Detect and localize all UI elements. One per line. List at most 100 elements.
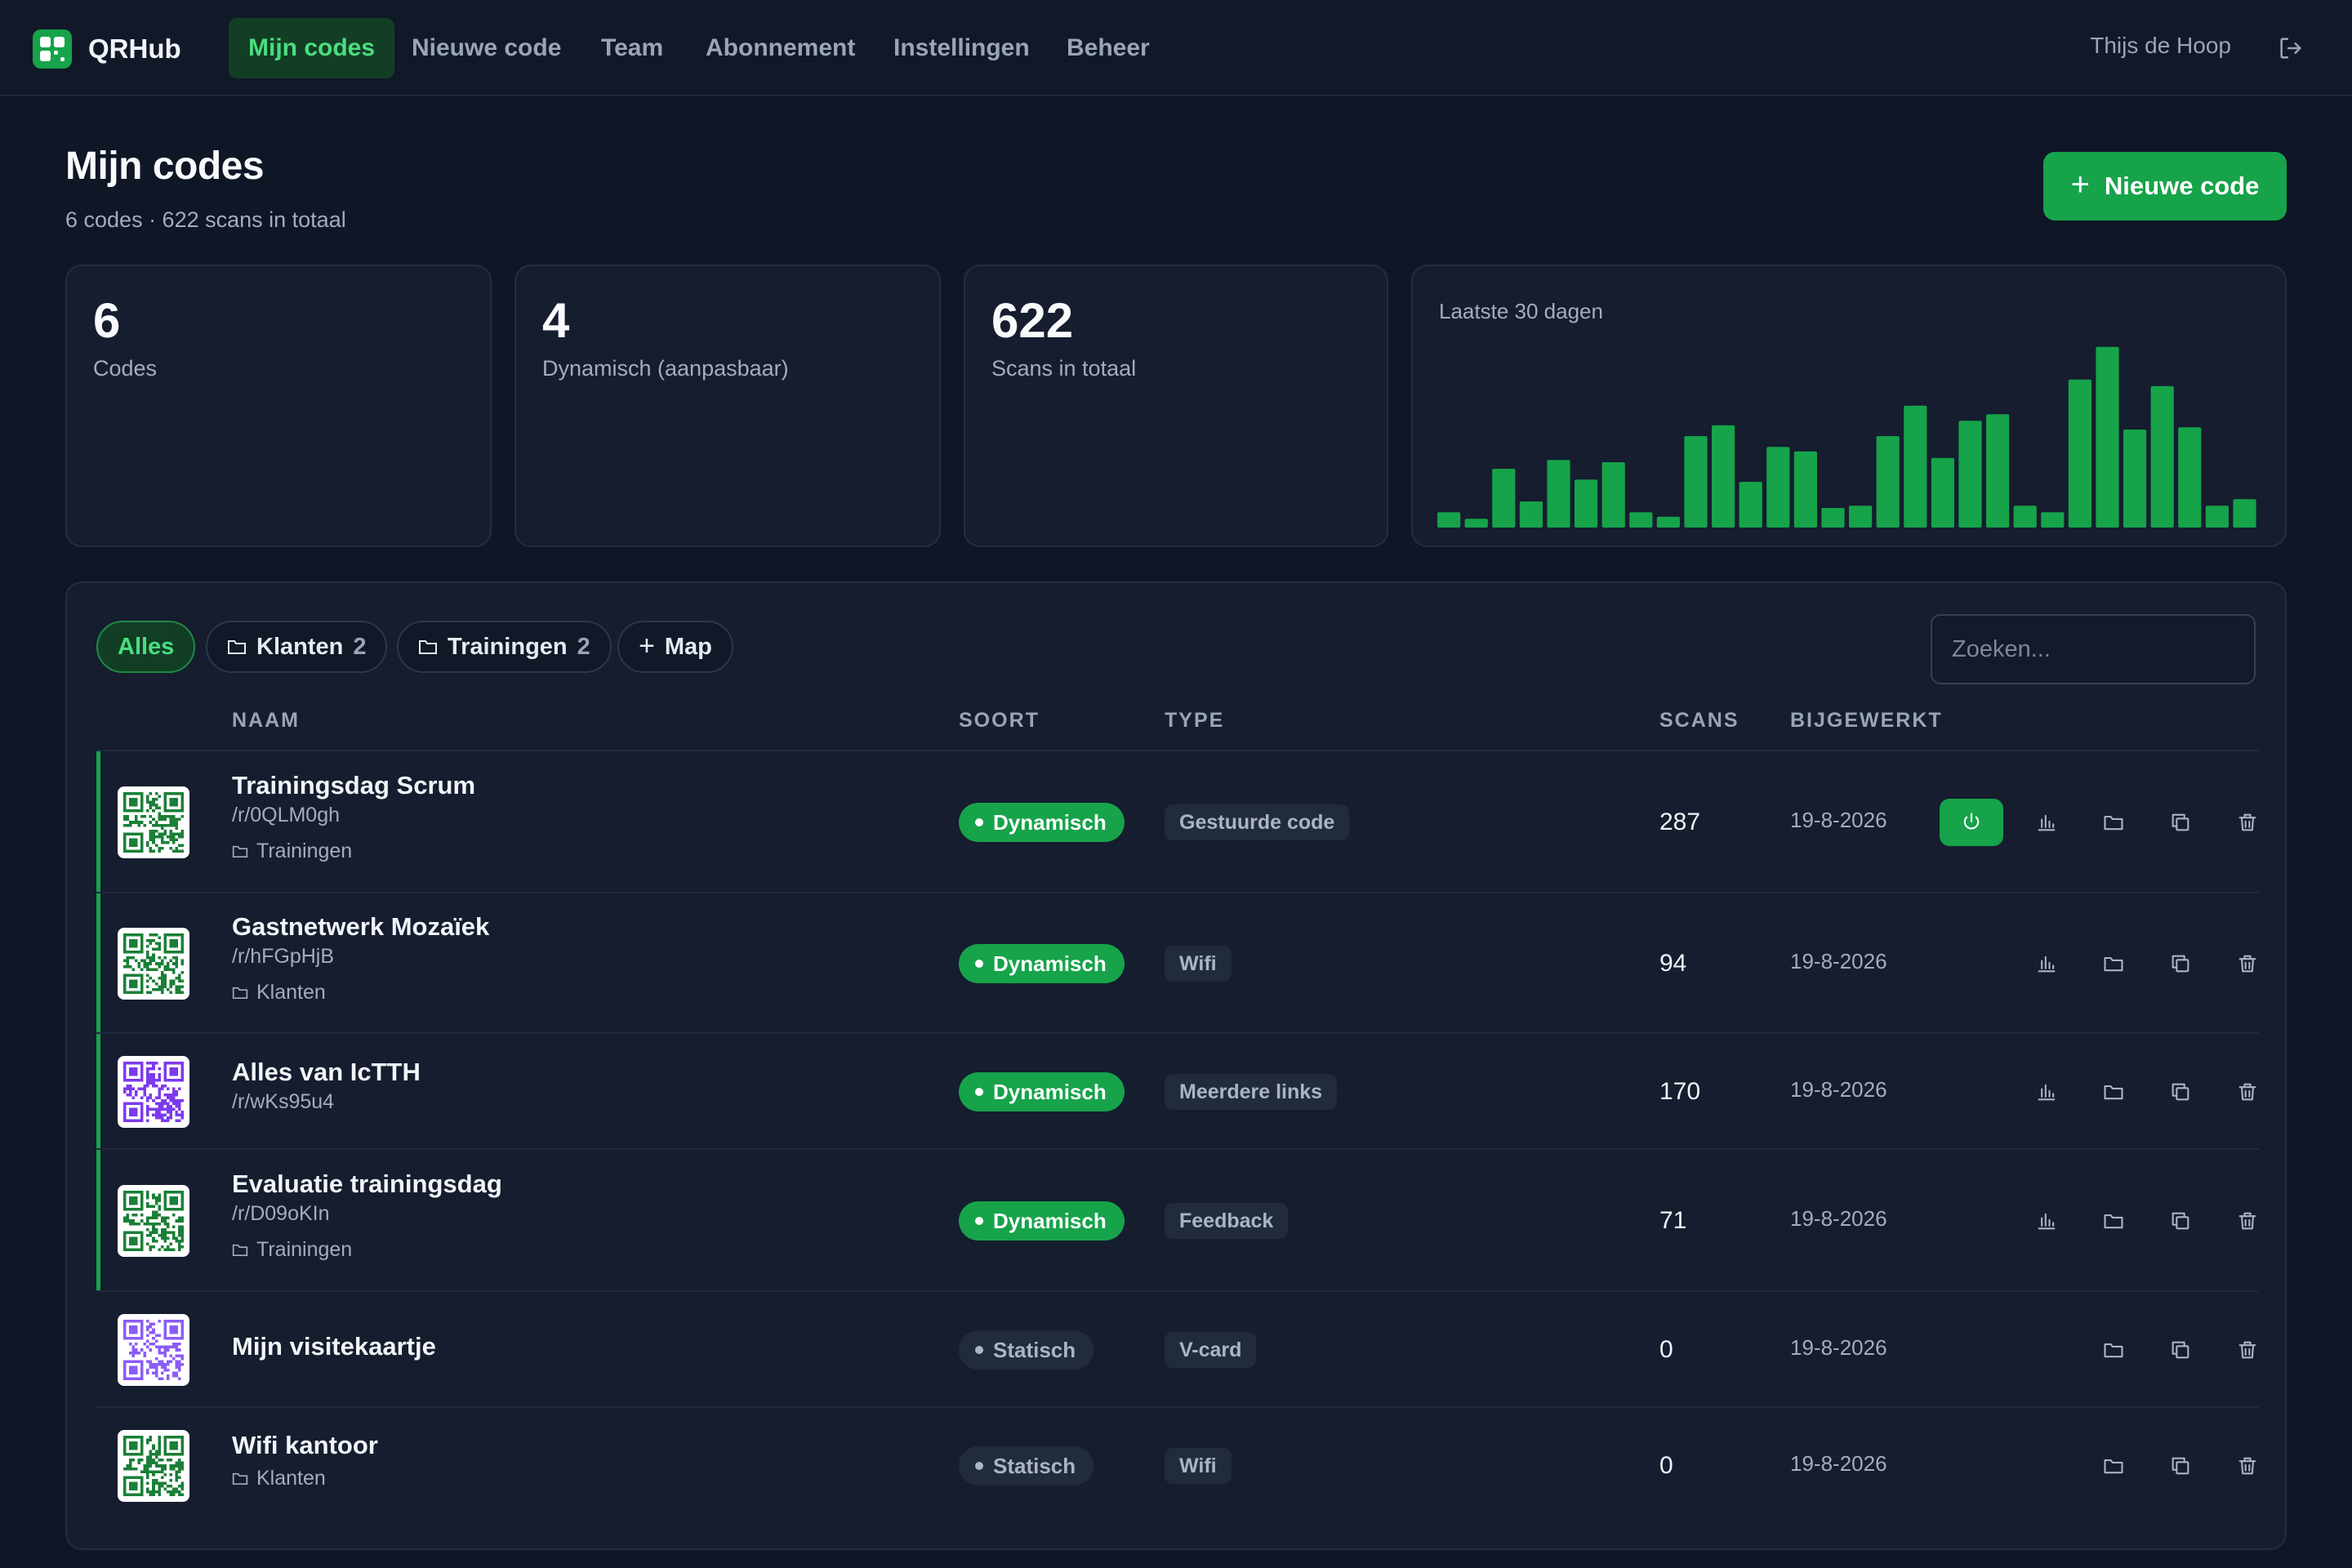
copy-button[interactable] — [2158, 1443, 2203, 1489]
filter-pill-klanten[interactable]: Klanten 2 — [206, 621, 388, 673]
stat-value: 622 — [991, 293, 1074, 348]
search-input[interactable] — [1931, 614, 2256, 684]
new-code-button[interactable]: + Nieuwe code — [2043, 152, 2287, 220]
copy-button[interactable] — [2158, 800, 2203, 845]
status-dot-icon — [975, 1346, 983, 1354]
trash-button[interactable] — [2225, 1069, 2270, 1115]
chart-bar — [1575, 479, 1598, 528]
row-name[interactable]: Mijn visitekaartje — [232, 1332, 436, 1361]
trash-button[interactable] — [2225, 941, 2270, 987]
power-button[interactable] — [1940, 799, 2003, 846]
folder-button[interactable] — [2091, 1327, 2136, 1373]
stats-button[interactable] — [2024, 800, 2069, 845]
trash-icon — [2238, 1212, 2256, 1230]
folder-icon — [2104, 1343, 2123, 1358]
trash-button[interactable] — [2225, 1443, 2270, 1489]
trash-button[interactable] — [2225, 1198, 2270, 1244]
folder-icon — [2104, 1214, 2123, 1229]
pill-label: Alles — [118, 633, 175, 660]
nav-nieuwe-code[interactable]: Nieuwe code — [412, 34, 562, 61]
row-name[interactable]: Alles van IcTTH — [232, 1058, 421, 1086]
table-row[interactable]: Trainingsdag Scrum/r/0QLM0gh Trainingen Dy… — [96, 750, 2259, 892]
folder-button[interactable] — [2091, 1198, 2136, 1244]
column-header-naam[interactable]: NAAM — [232, 709, 300, 732]
filter-pill-alles[interactable]: Alles — [96, 621, 196, 673]
table-row[interactable]: Alles van IcTTH/r/wKs95u4 Dynamisch Meerde… — [96, 1032, 2259, 1148]
folder-button[interactable] — [2091, 800, 2136, 845]
row-name[interactable]: Trainingsdag Scrum — [232, 771, 476, 800]
row-path: /r/D09oKIn — [232, 1202, 330, 1225]
chart-bar — [1931, 457, 1954, 528]
nav-beheer[interactable]: Beheer — [1067, 34, 1150, 61]
qr-code-thumbnail[interactable] — [118, 1056, 189, 1128]
logout-icon[interactable] — [2277, 34, 2305, 62]
row-updated: 19-8-2026 — [1790, 949, 1887, 973]
table-row[interactable]: Gastnetwerk Mozaïek/r/hFGpHjB Klanten Dyna… — [96, 892, 2259, 1032]
table-row[interactable]: Evaluatie trainingsdag/r/D09oKIn Training… — [96, 1148, 2259, 1290]
stats-button[interactable] — [2024, 1069, 2069, 1115]
scans-bar-chart — [1437, 346, 2256, 528]
folder-icon — [232, 845, 248, 858]
copy-icon — [2172, 955, 2189, 973]
brand[interactable]: QRHub — [33, 29, 181, 69]
nav-abonnement[interactable]: Abonnement — [706, 34, 856, 61]
chart-bar — [1601, 462, 1625, 528]
nav-instellingen[interactable]: Instellingen — [893, 34, 1030, 61]
folder-button[interactable] — [2091, 1069, 2136, 1115]
type-badge: Meerdere links — [1165, 1074, 1338, 1110]
folder-button[interactable] — [2091, 1443, 2136, 1489]
user-name[interactable]: Thijs de Hoop — [2090, 33, 2231, 58]
sort-badge: Dynamisch — [959, 944, 1125, 983]
pill-count: 2 — [577, 633, 590, 660]
type-badge: V-card — [1165, 1332, 1257, 1368]
trash-button[interactable] — [2225, 1327, 2270, 1373]
folder-button[interactable] — [2091, 941, 2136, 987]
sort-badge: Dynamisch — [959, 1201, 1125, 1241]
row-name[interactable]: Wifi kantoor — [232, 1431, 378, 1459]
column-header-soort[interactable]: SOORT — [959, 709, 1040, 732]
nav-mijn-codes[interactable]: Mijn codes — [229, 18, 395, 78]
qr-code-thumbnail[interactable] — [118, 1185, 189, 1257]
copy-button[interactable] — [2158, 941, 2203, 987]
row-folder: Trainingen — [232, 840, 352, 863]
sort-badge: Statisch — [959, 1330, 1094, 1370]
qr-code-thumbnail[interactable] — [118, 928, 189, 1000]
stats-button[interactable] — [2024, 941, 2069, 987]
chart-bar — [1684, 436, 1708, 528]
status-dot-icon — [975, 1217, 983, 1225]
qr-code-thumbnail[interactable] — [118, 1430, 189, 1502]
row-folder: Klanten — [232, 981, 326, 1004]
chart-bar — [2096, 346, 2119, 528]
row-name[interactable]: Evaluatie trainingsdag — [232, 1169, 502, 1198]
qr-code-thumbnail[interactable] — [118, 1314, 189, 1386]
chart-bar — [1656, 516, 1680, 528]
table-row[interactable]: Wifi kantoor Klanten Statisch Wifi 0 19-8-202… — [96, 1406, 2259, 1522]
row-name[interactable]: Gastnetwerk Mozaïek — [232, 912, 490, 941]
copy-button[interactable] — [2158, 1327, 2203, 1373]
column-header-scans[interactable]: SCANS — [1659, 709, 1740, 732]
sort-badge: Dynamisch — [959, 1072, 1125, 1111]
stat-value: 4 — [542, 293, 570, 348]
chart-bar — [1739, 482, 1762, 528]
filter-pill-trainingen[interactable]: Trainingen 2 — [397, 621, 612, 673]
sort-badge-label: Statisch — [993, 1453, 1076, 1478]
column-header-type[interactable]: TYPE — [1165, 709, 1225, 732]
status-dot-icon — [975, 818, 983, 826]
plus-icon: + — [2070, 167, 2090, 203]
row-accent-bar — [96, 1034, 100, 1148]
qr-code-thumbnail[interactable] — [118, 786, 189, 858]
column-header-bijgewerkt[interactable]: BIJGEWERKT — [1790, 709, 1943, 732]
row-accent-bar — [96, 751, 100, 892]
table-row[interactable]: Mijn visitekaartje Statisch V-card 0 19-8-20… — [96, 1290, 2259, 1406]
new-folder-button[interactable]: + Map — [617, 621, 733, 673]
pill-label: Trainingen — [448, 633, 568, 660]
copy-icon — [2172, 1341, 2189, 1359]
type-badge: Gestuurde code — [1165, 804, 1350, 840]
nav-team[interactable]: Team — [601, 34, 664, 61]
copy-button[interactable] — [2158, 1069, 2203, 1115]
row-accent-bar — [96, 1150, 100, 1290]
chart-card: Laatste 30 dagen — [1411, 265, 2287, 547]
trash-button[interactable] — [2225, 800, 2270, 845]
stats-button[interactable] — [2024, 1198, 2069, 1244]
copy-button[interactable] — [2158, 1198, 2203, 1244]
